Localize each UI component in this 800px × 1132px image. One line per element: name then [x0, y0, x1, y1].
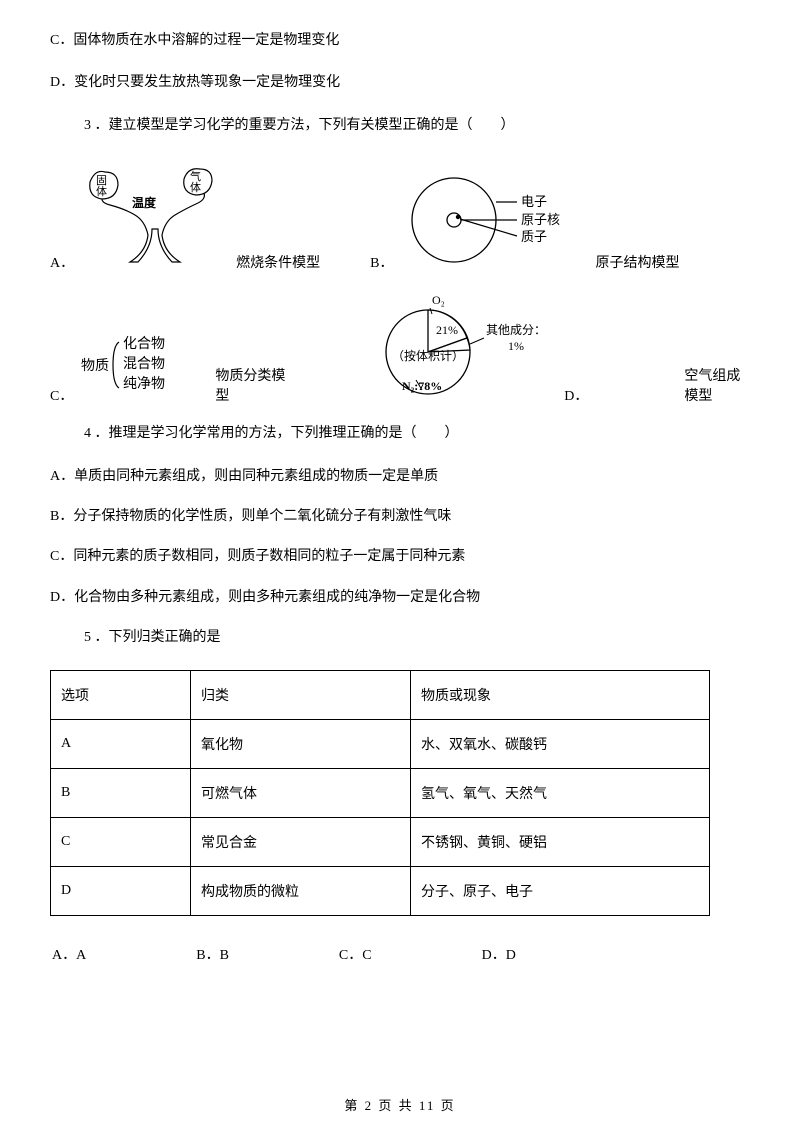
svg-text:纯净物: 纯净物 [123, 376, 165, 392]
q4-a: A．单质由同种元素组成，则由同种元素组成的物质一定是单质 [50, 466, 750, 488]
q3-b-caption: 原子结构模型 [595, 252, 679, 272]
q3-b-label: B． [370, 252, 393, 272]
svg-text:质子: 质子 [521, 229, 547, 244]
svg-text:1%: 1% [508, 339, 524, 353]
svg-text:（按体积计）: （按体积计） [392, 349, 464, 363]
q3-row2: C． 物质 化合物 混合物 纯净物 物质分类模型 O₂ 21% 其他成分： [50, 290, 750, 405]
svg-text:温度: 温度 [132, 195, 157, 210]
q4-d: D．化合物由多种元素组成，则由多种元素组成的纯净物一定是化合物 [50, 587, 750, 609]
q5-ans-d: D．D [482, 944, 516, 964]
svg-text:体: 体 [96, 184, 107, 198]
q3-option-c: C． 物质 化合物 混合物 纯净物 物质分类模型 [50, 330, 288, 405]
cell: C [51, 817, 191, 866]
cell: 氧化物 [191, 719, 411, 768]
q5-table: 选项 归类 物质或现象 A 氧化物 水、双氧水、碳酸钙 B 可燃气体 氢气、氧气… [50, 670, 710, 916]
table-row: C 常见合金 不锈钢、黄铜、硬铝 [51, 817, 710, 866]
table-row: 选项 归类 物质或现象 [51, 670, 710, 719]
svg-text:其他成分：: 其他成分： [486, 323, 546, 337]
q4-options: A．单质由同种元素组成，则由同种元素组成的物质一定是单质 B．分子保持物质的化学… [50, 466, 750, 610]
cell: 氢气、氧气、天然气 [411, 768, 710, 817]
q3-a-caption: 燃烧条件模型 [236, 252, 320, 272]
q3-c-label: C． [50, 385, 73, 405]
svg-text:化合物: 化合物 [123, 336, 165, 352]
svg-text:O₂: O₂ [432, 293, 445, 307]
q5-ans-b: B．B [196, 944, 229, 964]
q5-ans-c: C．C [339, 944, 372, 964]
q3-d-diagram: O₂ 21% 其他成分： 1% （按体积计） N₂:78% [358, 290, 558, 405]
q3-c-caption: 物质分类模型 [215, 365, 288, 405]
q5-stem: 5 ．下列归类正确的是 [50, 627, 750, 649]
page-footer: 第 2 页 共 11 页 [0, 1095, 800, 1114]
cell: 可燃气体 [191, 768, 411, 817]
q3-a-diagram: 固 体 气 体 温度 [80, 157, 230, 272]
q5-ans-a: A．A [52, 944, 86, 964]
svg-text:体: 体 [190, 180, 201, 194]
q3-option-d: O₂ 21% 其他成分： 1% （按体积计） N₂:78% D． 空气组成模型 [358, 290, 750, 405]
th-option: 选项 [51, 670, 191, 719]
q2-option-d: D．变化时只要发生放热等现象一定是物理变化 [50, 72, 750, 94]
svg-text:21%: 21% [436, 323, 458, 337]
cell: D [51, 866, 191, 915]
q2-option-c: C．固体物质在水中溶解的过程一定是物理变化 [50, 30, 750, 52]
th-category: 归类 [191, 670, 411, 719]
svg-text:N₂:78%: N₂:78% [402, 379, 442, 393]
q5-answers: A．A B．B C．C D．D [50, 944, 750, 964]
q4-stem: 4 ．推理是学习化学常用的方法，下列推理正确的是（ ） [50, 423, 750, 445]
cell: 水、双氧水、碳酸钙 [411, 719, 710, 768]
svg-text:原子核: 原子核 [521, 212, 560, 227]
cell: 分子、原子、电子 [411, 866, 710, 915]
th-substance: 物质或现象 [411, 670, 710, 719]
table-row: D 构成物质的微粒 分子、原子、电子 [51, 866, 710, 915]
svg-text:混合物: 混合物 [123, 356, 165, 372]
q3-option-b: B． 电子 原子核 质子 原子结构模型 [370, 172, 679, 272]
q3-c-diagram: 物质 化合物 混合物 纯净物 [79, 330, 209, 405]
table-row: B 可燃气体 氢气、氧气、天然气 [51, 768, 710, 817]
q4-b: B．分子保持物质的化学性质，则单个二氧化硫分子有刺激性气味 [50, 506, 750, 528]
q3-b-diagram: 电子 原子核 质子 [399, 172, 589, 272]
q3-d-caption: 空气组成模型 [684, 365, 750, 405]
svg-text:电子: 电子 [521, 194, 547, 209]
svg-text:气: 气 [190, 169, 201, 183]
cell: 构成物质的微粒 [191, 866, 411, 915]
q3-a-label: A． [50, 252, 74, 272]
table-row: A 氧化物 水、双氧水、碳酸钙 [51, 719, 710, 768]
cell: 不锈钢、黄铜、硬铝 [411, 817, 710, 866]
svg-text:物质: 物质 [81, 358, 109, 374]
q3-d-label: D． [564, 385, 588, 405]
q4-c: C．同种元素的质子数相同，则质子数相同的粒子一定属于同种元素 [50, 546, 750, 568]
q3-stem: 3 ．建立模型是学习化学的重要方法，下列有关模型正确的是（ ） [50, 115, 750, 137]
cell: 常见合金 [191, 817, 411, 866]
cell: B [51, 768, 191, 817]
cell: A [51, 719, 191, 768]
q3-row1: A． 固 体 气 体 温度 燃烧条件模型 B． [50, 157, 750, 272]
q3-option-a: A． 固 体 气 体 温度 燃烧条件模型 [50, 157, 320, 272]
